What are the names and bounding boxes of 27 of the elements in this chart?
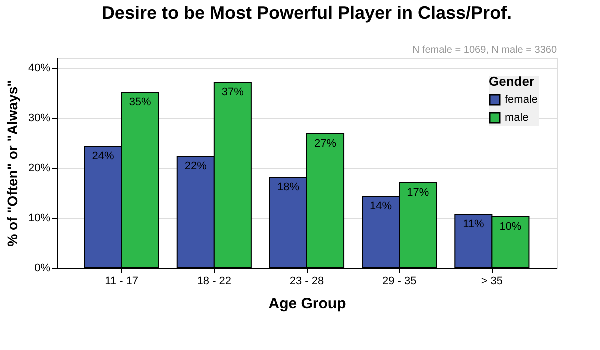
- text: N female = 1069, N male = 3360: [412, 45, 558, 56]
- legend-label: male: [505, 112, 529, 124]
- x-tick-label: 23 - 28: [290, 276, 324, 288]
- x-tick-label: 18 - 22: [197, 276, 232, 288]
- data-label: 10%: [500, 221, 522, 233]
- data-label: 37%: [222, 86, 244, 98]
- x-tick-label: 29 - 35: [382, 276, 417, 288]
- data-label: 18%: [277, 182, 300, 194]
- data-label: 11%: [463, 218, 484, 230]
- x-tick-label: 11 - 17: [105, 276, 139, 288]
- y-tick-label: 30%: [28, 112, 51, 124]
- y-tick-label: 20%: [28, 162, 51, 174]
- data-label: 27%: [314, 138, 337, 150]
- data-label: 35%: [129, 96, 152, 108]
- y-tick-label: 40%: [28, 62, 51, 74]
- y-tick-label: 0%: [34, 262, 51, 274]
- y-tick-label: 10%: [28, 212, 51, 224]
- chart-title: Desire to be Most Powerful Player in Class/Prof.: [102, 3, 512, 23]
- data-label: 22%: [184, 160, 208, 172]
- x-axis-title: Age Group: [268, 296, 346, 312]
- legend-title: Gender: [489, 74, 535, 89]
- y-axis-title: % of "Often" or "Always": [4, 80, 20, 247]
- legend-label: female: [505, 94, 538, 106]
- data-label: 17%: [407, 187, 430, 199]
- data-label: 14%: [370, 200, 392, 212]
- data-label: 24%: [92, 150, 115, 162]
- x-tick-label: > 35: [481, 276, 504, 288]
